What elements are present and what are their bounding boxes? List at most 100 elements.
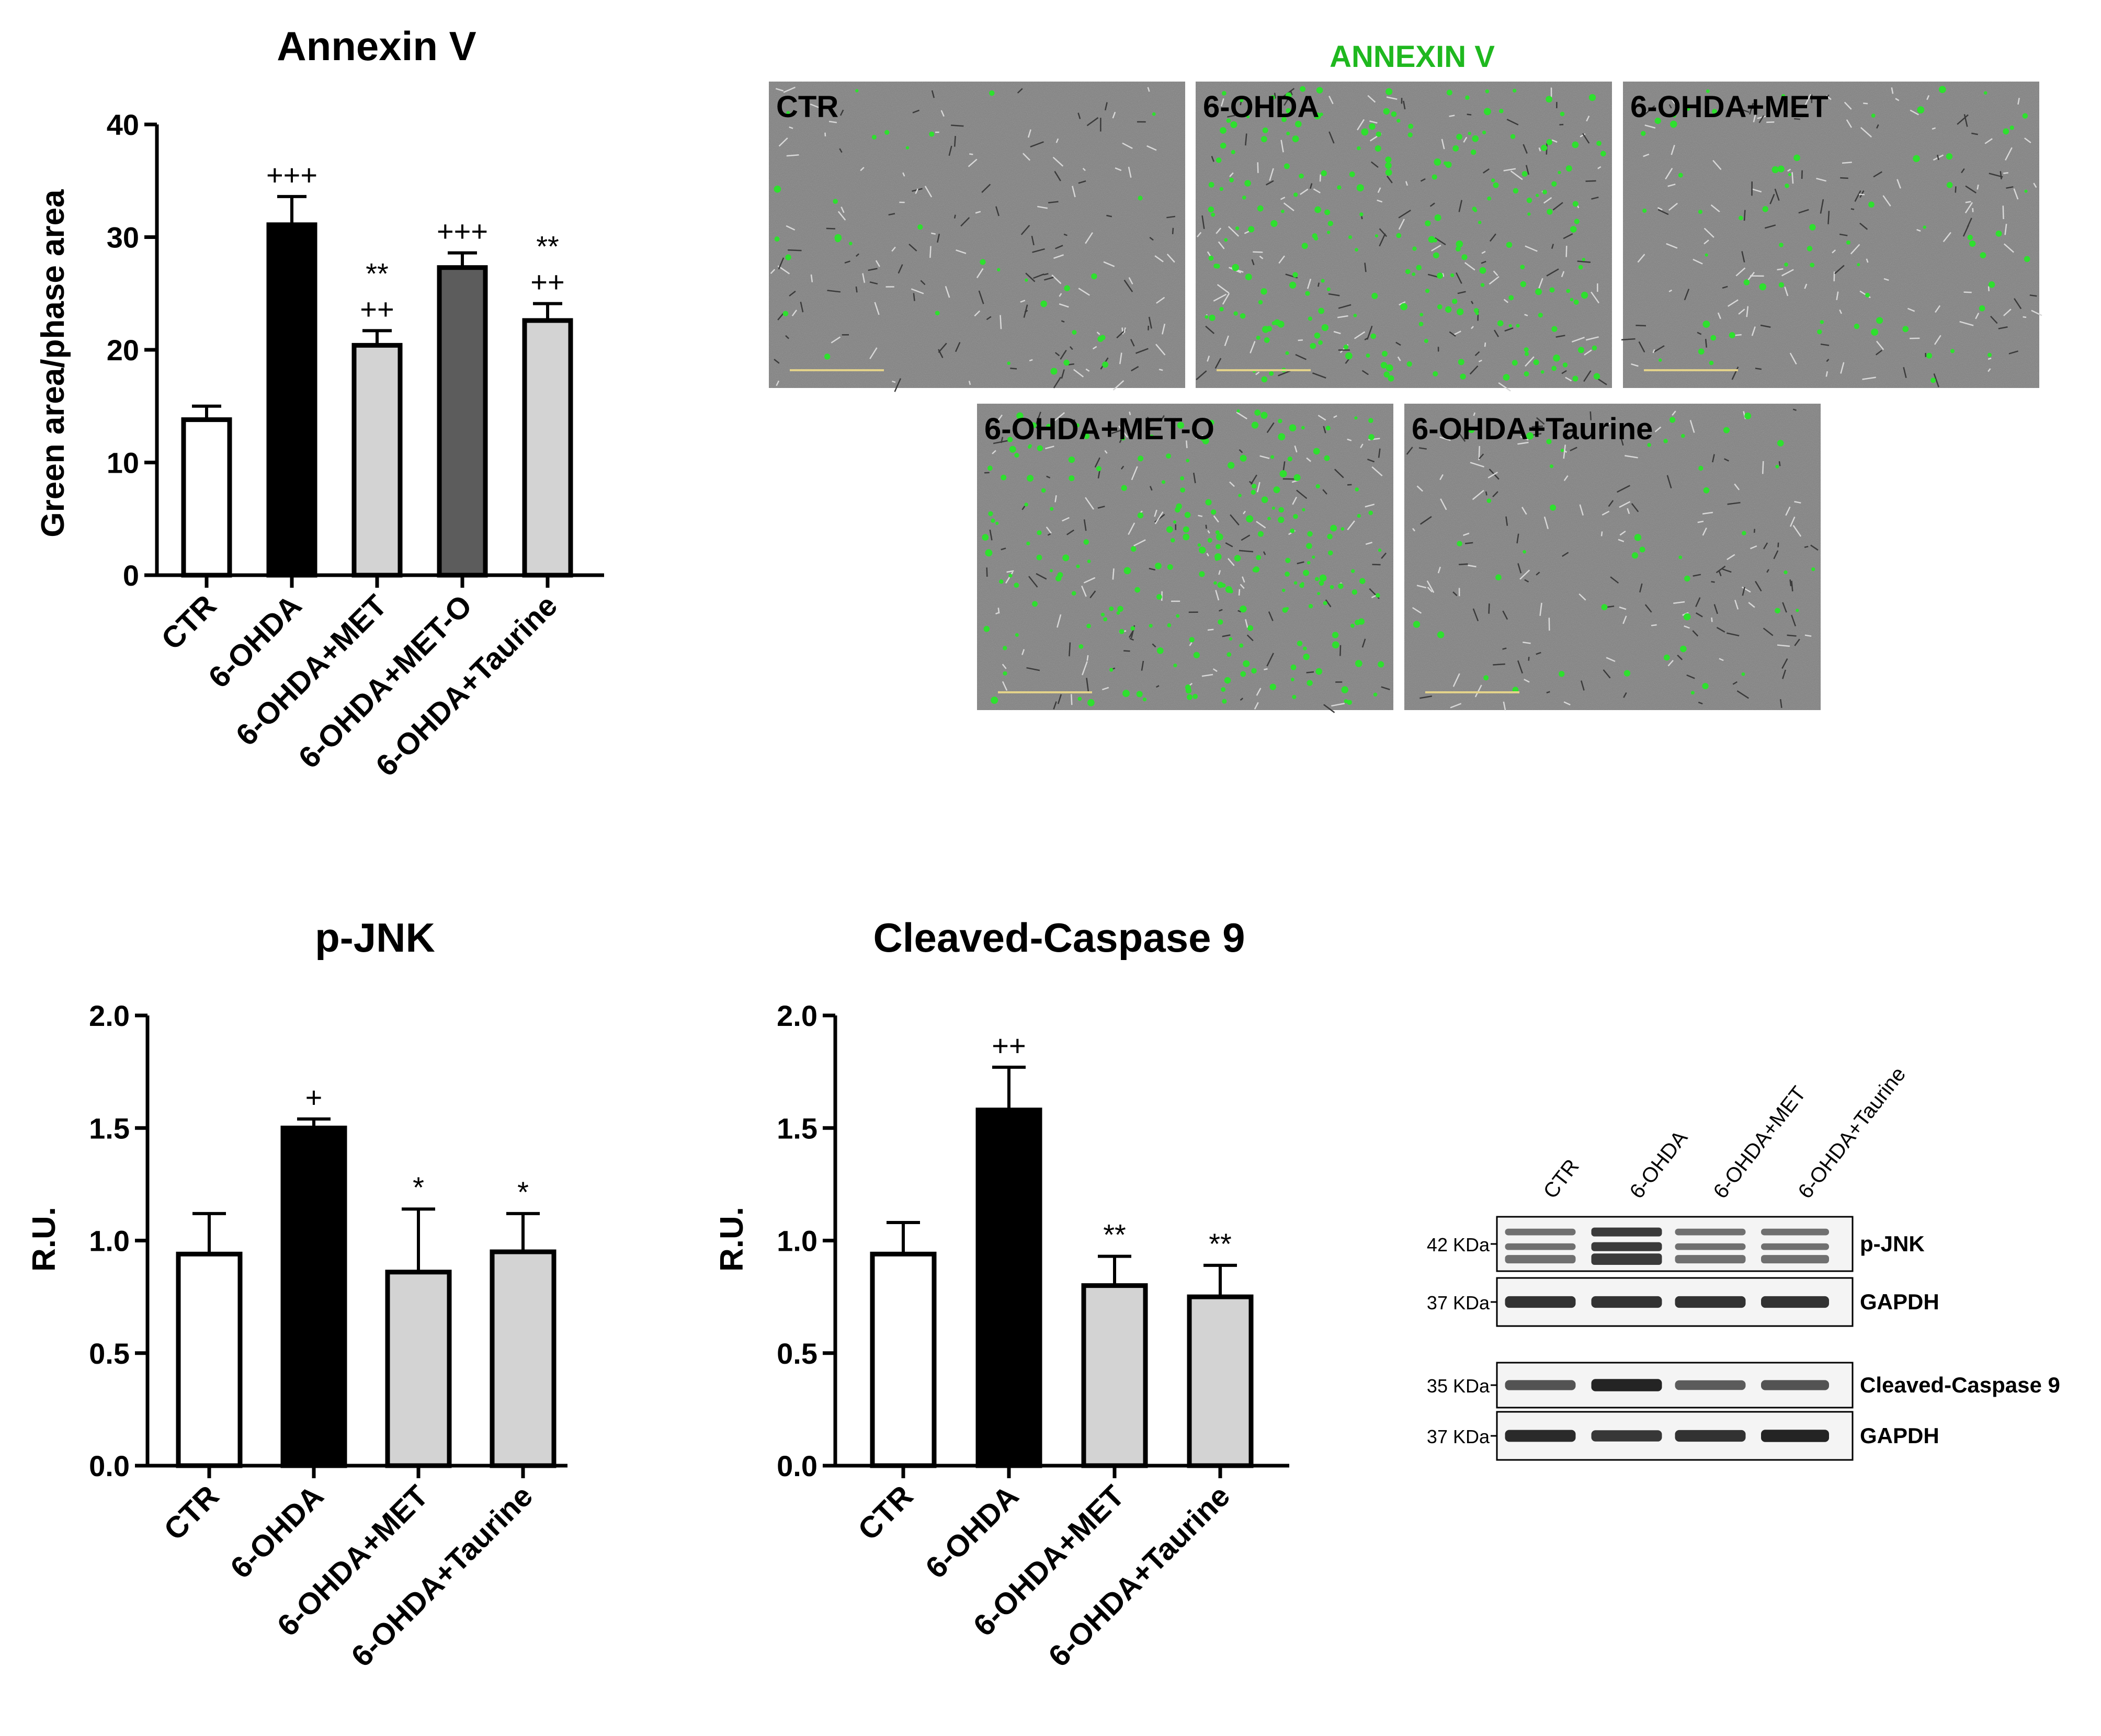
cell-fragment bbox=[1130, 339, 1135, 347]
green-cell bbox=[1378, 661, 1384, 668]
cell-fragment bbox=[1751, 326, 1756, 336]
cell-fragment bbox=[1910, 109, 1919, 116]
green-cell bbox=[1483, 108, 1491, 116]
panel-label: 6-OHDA bbox=[1203, 90, 1319, 124]
cell-fragment bbox=[1963, 291, 1972, 293]
cell-fragment bbox=[1703, 239, 1709, 245]
green-cell bbox=[1137, 512, 1144, 519]
cell-fragment bbox=[1481, 260, 1486, 264]
green-cell bbox=[1016, 412, 1024, 419]
scale-bar bbox=[790, 369, 884, 371]
green-cell bbox=[1321, 324, 1329, 332]
cell-fragment bbox=[912, 109, 920, 113]
cell-fragment bbox=[1155, 344, 1166, 356]
green-cell bbox=[1702, 321, 1710, 328]
green-cell bbox=[774, 185, 781, 193]
cell-fragment bbox=[1062, 517, 1070, 522]
green-cell bbox=[1366, 353, 1370, 358]
green-cell bbox=[1391, 111, 1397, 117]
green-cell bbox=[1810, 262, 1815, 268]
cell-fragment bbox=[1206, 553, 1209, 557]
microscopy-texture bbox=[1404, 404, 1821, 710]
green-cell bbox=[1252, 484, 1257, 489]
cell-fragment bbox=[1055, 245, 1063, 249]
cell-fragment bbox=[1926, 95, 1930, 100]
green-cell bbox=[1193, 652, 1200, 659]
cell-fragment bbox=[1224, 335, 1229, 346]
green-cell bbox=[1785, 184, 1789, 188]
green-cell bbox=[2022, 113, 2028, 119]
green-cell bbox=[999, 579, 1004, 584]
cell-fragment bbox=[2006, 186, 2014, 189]
green-cell bbox=[1186, 459, 1190, 463]
green-cell bbox=[1239, 643, 1244, 648]
cell-fragment bbox=[1453, 433, 1458, 439]
cell-fragment bbox=[1610, 576, 1619, 584]
cell-fragment bbox=[1487, 472, 1498, 478]
green-cell bbox=[1670, 120, 1677, 128]
chart-title: p-JNK bbox=[315, 915, 435, 961]
cell-fragment bbox=[1002, 664, 1007, 669]
green-cell bbox=[1037, 530, 1042, 535]
green-cell bbox=[1405, 269, 1411, 275]
microscopy-panel: 6-OHDA+MET bbox=[1621, 82, 2042, 388]
cell-fragment bbox=[1582, 133, 1590, 144]
cell-fragment bbox=[1243, 510, 1246, 515]
cell-fragment bbox=[1468, 564, 1477, 567]
cell-fragment bbox=[1789, 516, 1796, 527]
green-cell bbox=[1030, 422, 1037, 428]
green-cell bbox=[1208, 206, 1214, 213]
cell-fragment bbox=[1503, 299, 1508, 303]
green-cell bbox=[1186, 694, 1193, 700]
cell-fragment bbox=[1760, 324, 1771, 328]
cell-fragment bbox=[1457, 291, 1466, 294]
cell-fragment bbox=[1239, 550, 1254, 553]
cell-fragment bbox=[1620, 438, 1624, 446]
bar bbox=[181, 417, 232, 578]
y-tick-label: 1.0 bbox=[89, 1225, 130, 1258]
cell-fragment bbox=[1309, 183, 1313, 189]
cell-fragment bbox=[844, 260, 850, 264]
cell-fragment bbox=[1964, 202, 1973, 214]
cell-fragment bbox=[1162, 324, 1166, 335]
green-cell bbox=[980, 259, 986, 265]
green-cell bbox=[1663, 439, 1668, 443]
cell-fragment bbox=[1241, 534, 1251, 541]
green-cell bbox=[1285, 557, 1291, 563]
significance-label: * bbox=[517, 1175, 529, 1208]
cell-fragment bbox=[1546, 691, 1550, 694]
cell-fragment bbox=[1031, 236, 1035, 246]
green-cell bbox=[1664, 654, 1670, 661]
green-cell bbox=[1037, 445, 1043, 451]
green-cell bbox=[1117, 606, 1123, 612]
blot-band bbox=[1675, 1296, 1746, 1308]
blot-band bbox=[1591, 1242, 1662, 1251]
green-cell bbox=[1593, 373, 1600, 380]
green-cell bbox=[1348, 235, 1353, 239]
green-cell bbox=[1207, 538, 1212, 543]
cell-fragment bbox=[1570, 447, 1577, 451]
cell-fragment bbox=[1123, 650, 1130, 652]
cell-fragment bbox=[1045, 446, 1054, 450]
cell-fragment bbox=[1053, 701, 1057, 710]
green-cell bbox=[1216, 157, 1222, 163]
green-cell bbox=[1445, 306, 1452, 313]
green-cell bbox=[1464, 428, 1469, 433]
cell-fragment bbox=[1666, 243, 1678, 249]
green-cell bbox=[785, 254, 791, 260]
green-cell bbox=[1373, 692, 1378, 697]
green-cell bbox=[1295, 120, 1302, 128]
green-cell bbox=[1213, 581, 1217, 585]
green-cell bbox=[1497, 320, 1504, 327]
cell-fragment bbox=[1061, 320, 1065, 323]
cell-fragment bbox=[920, 280, 926, 285]
cell-fragment bbox=[1213, 515, 1219, 523]
cell-fragment bbox=[810, 274, 813, 282]
cell-fragment bbox=[1644, 604, 1652, 613]
cell-fragment bbox=[1131, 466, 1138, 481]
cell-fragment bbox=[2014, 298, 2022, 310]
green-cell bbox=[1278, 419, 1282, 424]
cell-fragment bbox=[1213, 293, 1227, 302]
cell-fragment bbox=[1543, 197, 1552, 204]
cell-fragment bbox=[1673, 601, 1685, 604]
